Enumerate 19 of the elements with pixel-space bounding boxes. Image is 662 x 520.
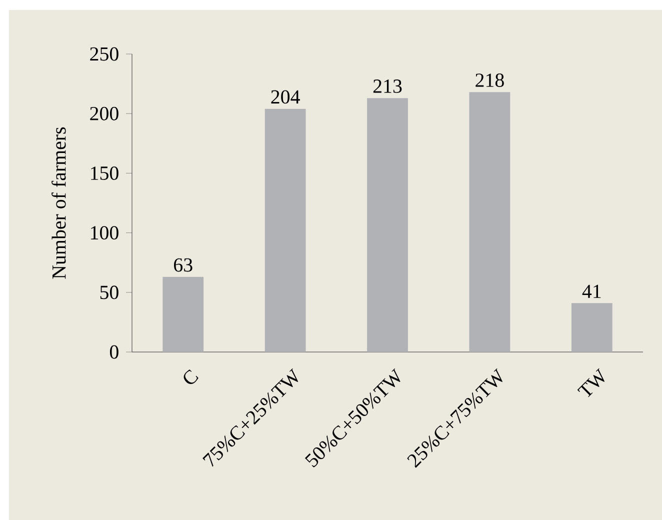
bar <box>469 92 510 352</box>
bar <box>571 303 612 352</box>
bar <box>162 276 204 352</box>
bar <box>367 98 408 352</box>
x-tick-label: TW <box>577 368 605 398</box>
y-tick-label: 0 <box>110 345 118 359</box>
bar <box>264 108 306 352</box>
y-tick-label: 250 <box>90 47 118 61</box>
data-label: 213 <box>373 80 402 93</box>
y-tick-label: 50 <box>100 286 118 300</box>
y-tick-label: 100 <box>91 226 118 240</box>
data-label: 218 <box>476 74 504 87</box>
y-axis-title: Number of farmers <box>52 127 66 279</box>
data-label: 63 <box>174 258 192 272</box>
data-label: 41 <box>582 284 601 298</box>
y-tick-label: 200 <box>90 106 118 120</box>
x-tick-label: C <box>184 369 198 384</box>
data-label: 204 <box>271 90 300 104</box>
y-tick-label: 150 <box>91 166 118 180</box>
